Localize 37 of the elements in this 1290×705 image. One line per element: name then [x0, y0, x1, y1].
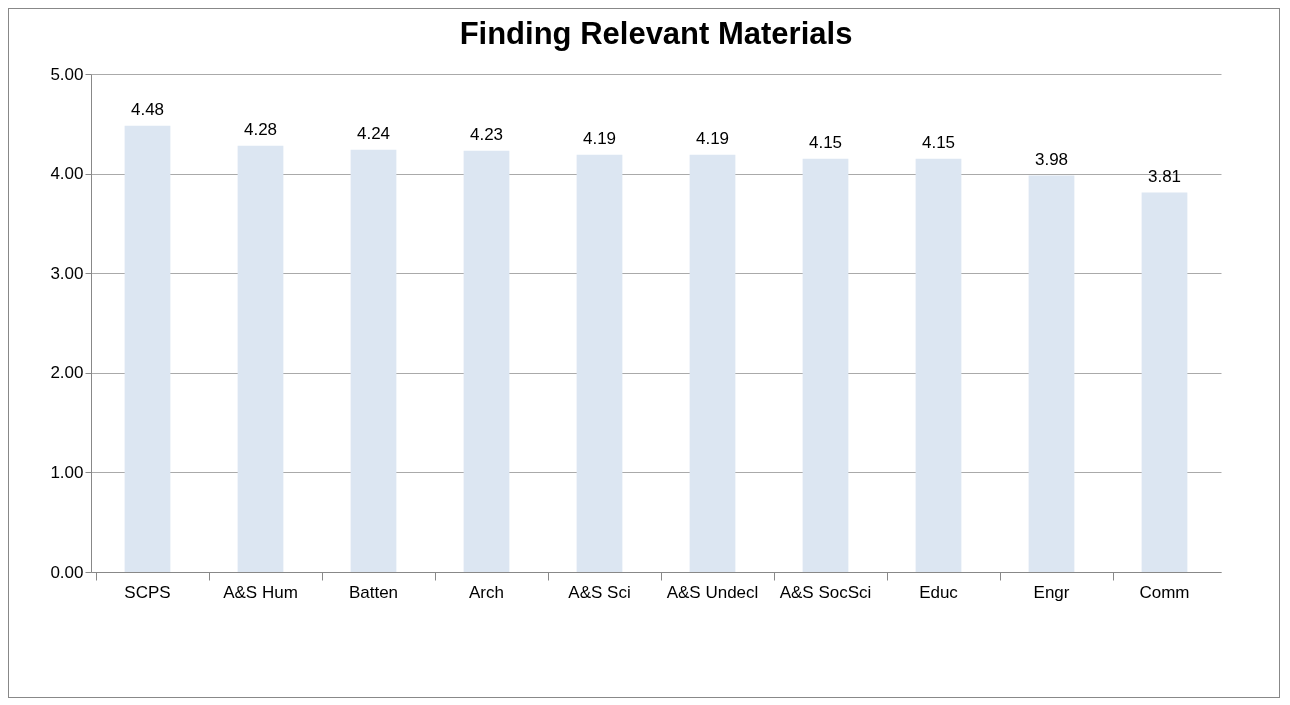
y-tick-label: 0.00: [50, 562, 84, 582]
bar: [802, 158, 849, 572]
bar: [1141, 192, 1188, 572]
bar: [689, 154, 736, 572]
bar: [350, 149, 397, 572]
chart-title: Finding Relevant Materials: [459, 16, 853, 51]
x-tick-label: A&S SocSci: [779, 582, 872, 602]
x-tick-label: A&S Undecl: [666, 582, 759, 602]
data-label: 4.19: [582, 128, 617, 148]
x-tick-label: SCPS: [124, 582, 171, 602]
bar: [576, 154, 623, 572]
x-tick-label: A&S Sci: [568, 582, 631, 602]
x-tick-label: Arch: [469, 582, 504, 602]
data-label: 4.15: [808, 132, 843, 152]
bar: [237, 145, 284, 572]
bar: [1028, 175, 1075, 572]
data-label: 4.19: [695, 128, 730, 148]
data-label: 4.48: [130, 99, 165, 119]
y-tick-label: 5.00: [50, 64, 84, 84]
x-tick-label: Batten: [348, 582, 399, 602]
x-tick-label: Educ: [919, 582, 959, 602]
data-label: 4.23: [469, 124, 504, 144]
x-tick-label: Comm: [1139, 582, 1190, 602]
y-tick-label: 4.00: [50, 164, 84, 184]
bar: [915, 158, 962, 572]
y-tick-label: 3.00: [50, 263, 84, 283]
data-label: 3.81: [1147, 166, 1182, 186]
y-tick-label: 1.00: [50, 462, 84, 482]
bar: [463, 150, 510, 572]
bar: [124, 125, 171, 572]
data-label: 4.15: [921, 132, 956, 152]
x-tick-label: A&S Hum: [223, 582, 298, 602]
y-tick-label: 2.00: [50, 363, 84, 383]
data-label: 4.28: [243, 119, 278, 139]
x-tick-label: Engr: [1033, 582, 1070, 602]
data-label: 4.24: [356, 123, 391, 143]
data-label: 3.98: [1034, 149, 1069, 169]
